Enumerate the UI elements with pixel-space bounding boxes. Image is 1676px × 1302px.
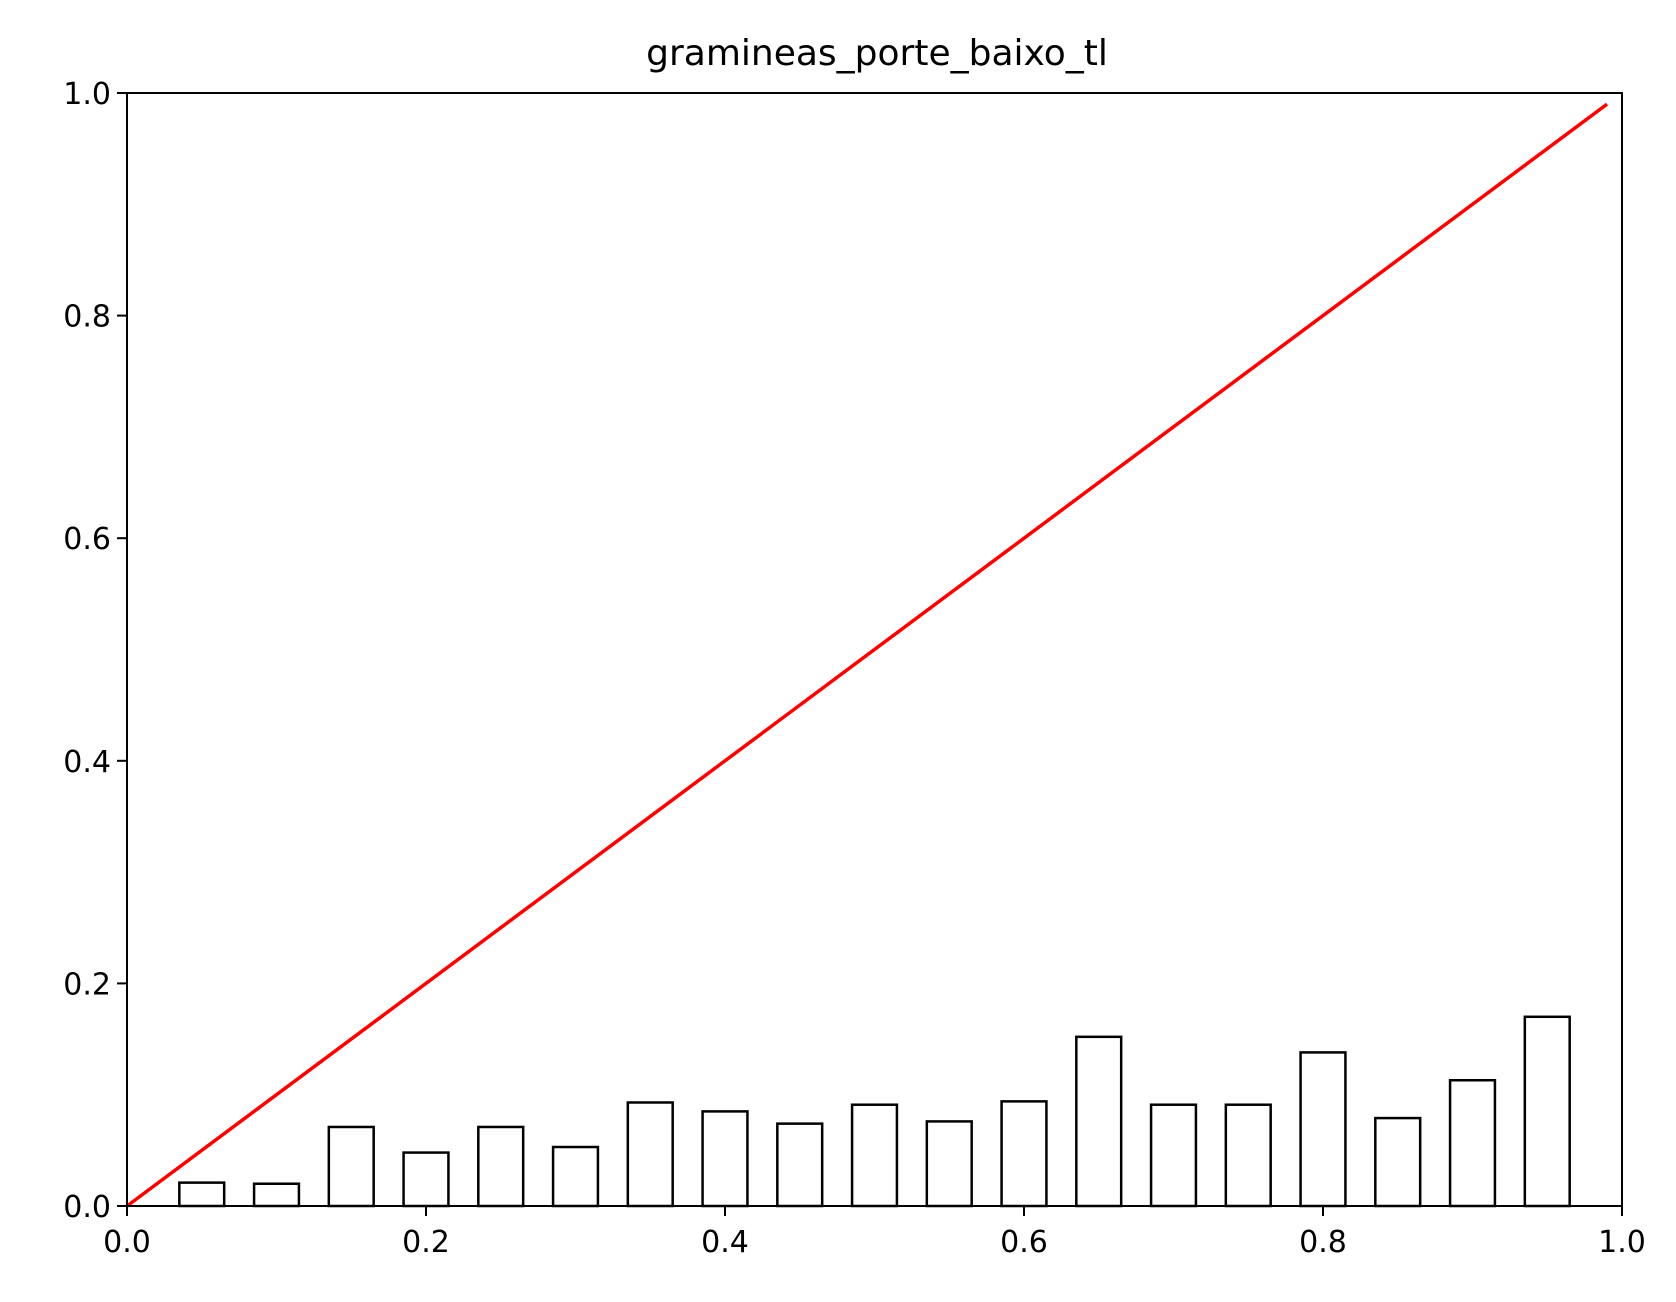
reference-line: [125, 102, 1609, 1208]
bar: [1523, 1015, 1571, 1208]
x-axis: 0.0 0.2 0.4 0.6 0.8 1.0: [103, 1206, 1646, 1260]
y-tick-label: 0.4: [63, 745, 111, 780]
x-tick-label: 0.0: [103, 1225, 151, 1260]
bar: [178, 1181, 226, 1208]
bar: [1299, 1051, 1347, 1208]
bar: [477, 1125, 525, 1208]
y-tick-label: 0.6: [63, 522, 111, 557]
y-tick-label: 0.2: [63, 967, 111, 1002]
x-tick-label: 0.4: [701, 1225, 749, 1260]
bar: [626, 1101, 674, 1208]
bar: [551, 1145, 600, 1208]
x-tick-label: 0.8: [1299, 1225, 1347, 1260]
bar: [776, 1122, 824, 1208]
bar: [1149, 1103, 1198, 1208]
bar: [850, 1103, 899, 1208]
bar: [1448, 1078, 1497, 1208]
y-tick-label: 1.0: [63, 77, 111, 112]
bar: [252, 1182, 301, 1208]
y-tick-label: 0.0: [63, 1190, 111, 1225]
y-axis: 0.0 0.2 0.4 0.6 0.8 1.0: [63, 77, 127, 1225]
y-tick-label: 0.8: [63, 300, 111, 335]
bar: [402, 1151, 450, 1208]
bar: [327, 1125, 375, 1208]
x-tick-label: 0.6: [1000, 1225, 1048, 1260]
bar: [701, 1110, 749, 1208]
x-tick-label: 0.2: [402, 1225, 450, 1260]
line-layer: [125, 102, 1609, 1208]
bar: [925, 1120, 973, 1208]
bar: [1075, 1035, 1123, 1208]
bars-layer: [178, 1015, 1571, 1208]
plot-frame: [126, 92, 1623, 1207]
bar: [1224, 1103, 1272, 1208]
bar: [1374, 1116, 1422, 1208]
chart-title: gramineas_porte_baixo_tl: [646, 33, 1108, 74]
bar: [1000, 1100, 1048, 1208]
x-tick-label: 1.0: [1598, 1225, 1646, 1260]
